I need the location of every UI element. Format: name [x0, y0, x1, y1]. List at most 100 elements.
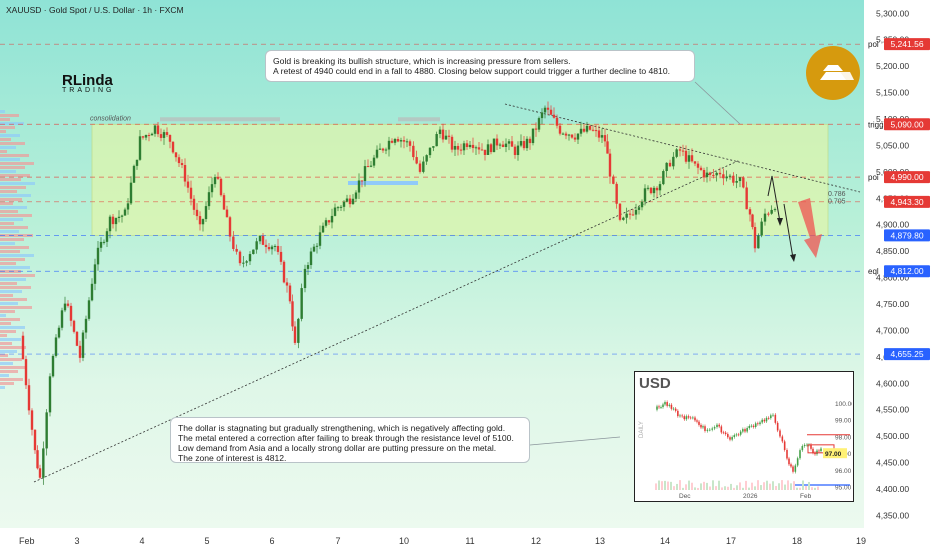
inset-candle-body — [806, 444, 808, 446]
candle-body — [447, 135, 451, 137]
candle-body — [267, 247, 271, 250]
inset-candle-body — [685, 416, 688, 420]
inset-candle-body — [735, 434, 738, 436]
volume-profile-bar — [0, 326, 25, 329]
volume-profile-bar — [0, 290, 22, 293]
candle-body — [770, 209, 773, 214]
inset-volume-bar — [754, 486, 756, 490]
inset-volume-bar — [694, 487, 696, 490]
volume-profile-bar — [0, 158, 20, 161]
fib-label: 0.786 — [828, 191, 846, 198]
candle-body — [216, 177, 220, 179]
x-tick-label: 5 — [204, 536, 209, 546]
volume-profile-bar — [0, 114, 19, 117]
candle-body — [96, 247, 100, 265]
volume-profile-bar — [0, 242, 15, 245]
y-tick-label: 5,050.00 — [876, 140, 909, 150]
candle-body — [123, 209, 127, 216]
volume-profile-bar — [0, 314, 6, 317]
inset-candle-body — [666, 402, 668, 406]
candle-body — [672, 156, 675, 167]
candle-body — [150, 133, 154, 136]
inset-volume-bar — [775, 485, 777, 490]
candle-body — [665, 162, 668, 172]
inset-candle-body — [810, 444, 812, 449]
inset-x-tick: Dec — [679, 493, 691, 500]
inset-candle-body — [759, 422, 761, 425]
candle-body — [63, 303, 67, 311]
price-tag-label: 4,812.00 — [890, 266, 923, 276]
volume-profile-bar — [0, 354, 8, 357]
volume-profile-bar — [0, 170, 16, 173]
candle-body — [735, 181, 738, 183]
volume-profile-bar — [0, 282, 17, 285]
volume-profile-bar — [0, 254, 34, 257]
candle-body — [144, 134, 148, 138]
volume-profile-bar — [0, 154, 29, 157]
candle-body — [174, 152, 178, 158]
candle-body — [261, 235, 265, 245]
candle-body — [751, 214, 754, 228]
inset-volume-bar — [814, 487, 816, 490]
inset-x-tick: 2026 — [743, 493, 758, 500]
volume-profile-bar — [0, 330, 16, 333]
volume-profile-bar — [0, 190, 17, 193]
inset-candle-body — [774, 414, 777, 423]
inset-candle-body — [788, 458, 790, 465]
candle-body — [183, 165, 187, 182]
inset-candle-body — [737, 434, 740, 436]
candle-body — [248, 254, 252, 262]
candle-body — [78, 345, 82, 358]
candle-body — [45, 412, 48, 449]
inset-last-tag — [823, 448, 847, 459]
inset-volume-bar — [715, 486, 717, 490]
candle-body — [546, 107, 550, 110]
inset-volume-bar — [769, 483, 771, 490]
candle-body — [72, 320, 76, 332]
inset-volume-bar — [817, 486, 819, 490]
inset-candle-body — [727, 434, 729, 438]
inset-candle-body — [767, 417, 770, 419]
volume-profile-bar — [0, 206, 27, 209]
usd-index-inset: USD 100.00 99.00 98.00 97.00 96.00 95.00 Dec 202… — [634, 371, 854, 502]
candle-body — [387, 140, 391, 150]
candle-body — [321, 225, 325, 233]
bottom-note-line: Low demand from Asia and a locally stron… — [178, 443, 497, 453]
y-tick-label: 4,600.00 — [876, 378, 909, 388]
volume-profile-bar — [0, 362, 13, 365]
candle-body — [640, 201, 644, 208]
inset-y-tick: 98.00 — [835, 434, 852, 441]
candle-body — [129, 182, 133, 204]
price-tag-label: 4,655.25 — [890, 349, 923, 359]
candle-body — [147, 134, 151, 136]
candle-body — [570, 134, 574, 138]
x-tick-label: 10 — [399, 536, 409, 546]
inset-volume-bar — [772, 481, 774, 490]
candle-body — [84, 318, 88, 333]
candle-body — [702, 169, 706, 178]
candle-body — [522, 141, 526, 149]
inset-candle-body — [687, 416, 690, 418]
candle-body — [273, 245, 277, 247]
inset-candle-body — [761, 419, 763, 423]
inset-candle-body — [711, 428, 713, 430]
volume-profile-bar — [0, 386, 5, 389]
candle-body — [492, 138, 496, 153]
candle-body — [222, 195, 226, 210]
y-tick-label: 4,450.00 — [876, 458, 909, 468]
candle-body — [219, 178, 223, 196]
level-label: eql — [868, 267, 879, 276]
volume-profile-bar — [0, 378, 23, 381]
candle-body — [57, 327, 61, 338]
inset-volume-bar — [808, 481, 810, 490]
candle-body — [742, 177, 745, 188]
inset-candle-body — [786, 449, 788, 459]
consolidation-label: consolidation — [90, 115, 131, 122]
candle-body — [135, 159, 139, 166]
candle-body — [327, 220, 331, 223]
candle-body — [422, 161, 425, 172]
candle-body — [722, 174, 725, 179]
inset-candle-body — [820, 448, 822, 452]
inset-volume-bar — [685, 484, 687, 490]
